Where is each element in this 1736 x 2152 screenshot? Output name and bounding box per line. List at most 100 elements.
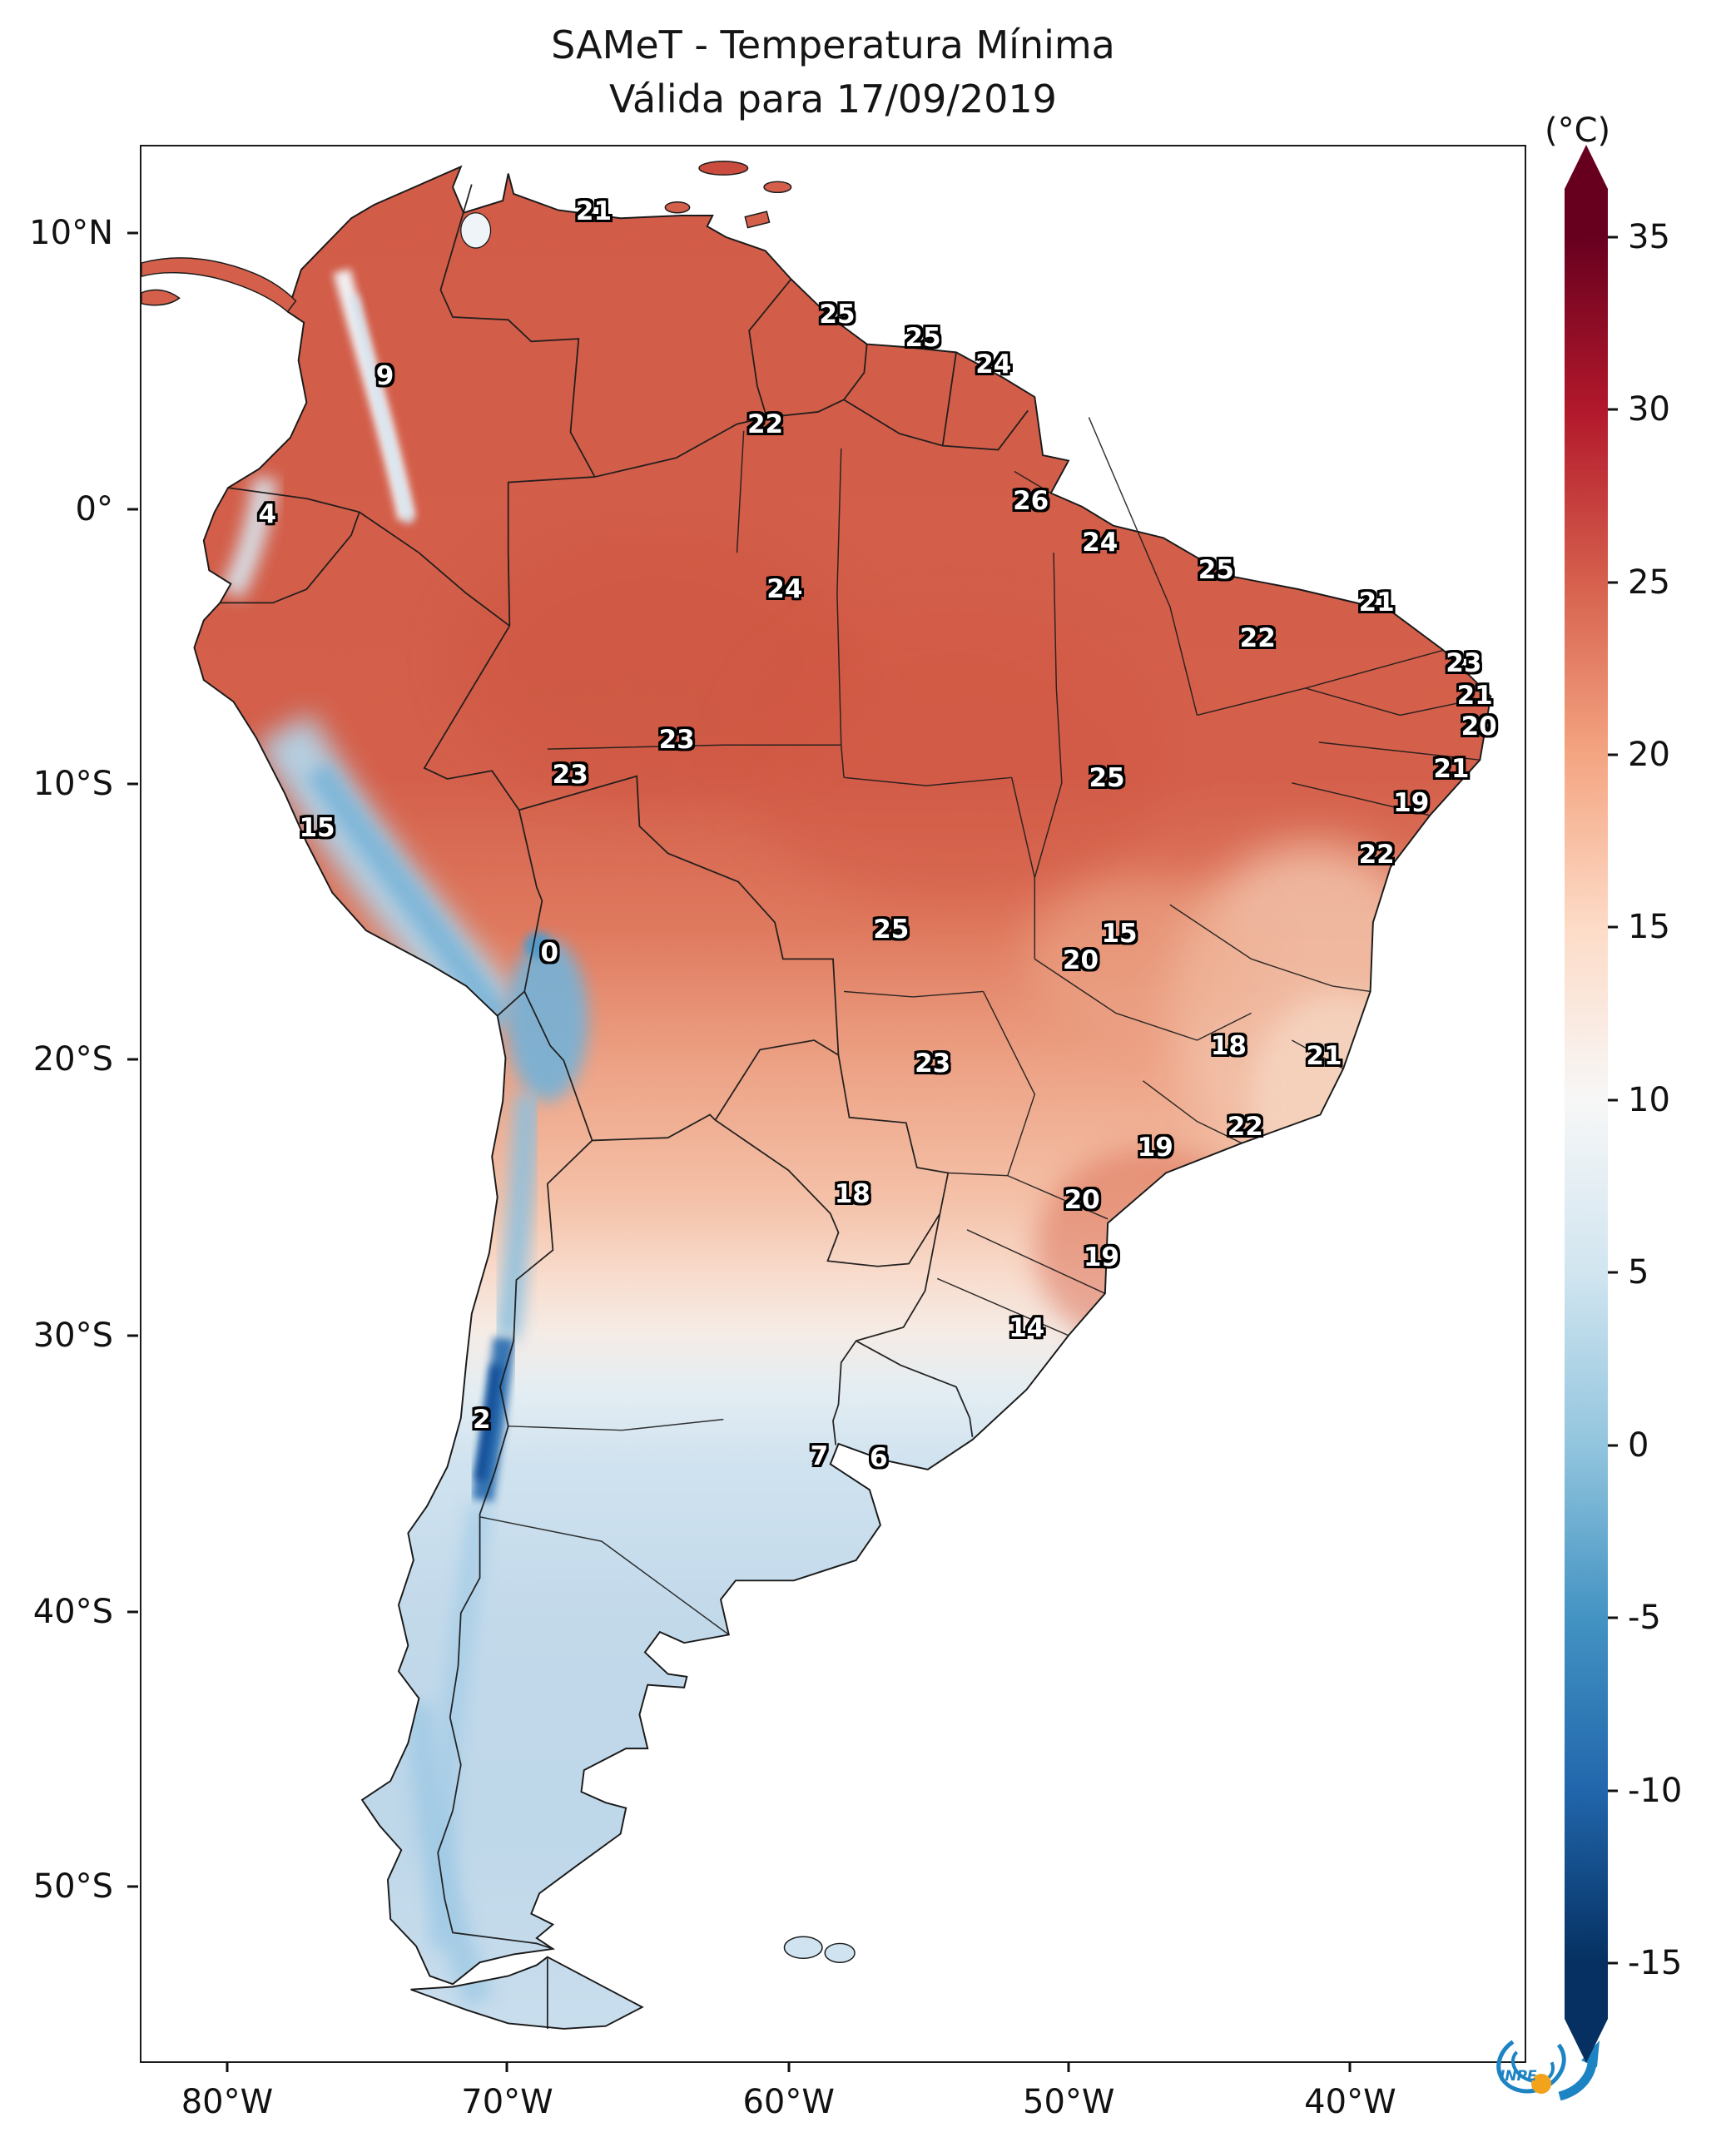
temp-label: 9 — [375, 361, 394, 392]
lat-tick-mark — [127, 782, 138, 786]
colorbar-tick-mark — [1608, 1271, 1618, 1274]
temp-label: 0 — [540, 937, 559, 968]
temp-label: 26 — [1013, 485, 1049, 516]
colorbar-tick-label: 10 — [1628, 1080, 1670, 1119]
lon-tick-mark — [787, 2061, 791, 2072]
temp-label: 25 — [819, 300, 856, 330]
lat-tick-mark — [127, 1334, 138, 1337]
colorbar-tick-label: 20 — [1628, 735, 1670, 774]
temp-label: 4 — [258, 498, 277, 529]
temp-label: 25 — [905, 323, 941, 354]
temp-label: 22 — [746, 409, 784, 439]
temp-label: 23 — [915, 1049, 951, 1079]
page-title: SAMeT - Temperatura Mínima — [551, 22, 1115, 67]
lon-tick-label: 70°W — [461, 2083, 553, 2121]
colorbar-tick-label: 30 — [1628, 390, 1670, 429]
colorbar-tick-mark — [1608, 753, 1618, 756]
lat-tick-label: 30°S — [32, 1316, 113, 1356]
lon-tick-mark — [226, 2061, 229, 2072]
temp-label: 21 — [1358, 587, 1395, 617]
temp-label: 23 — [1446, 648, 1482, 679]
lat-tick-mark — [127, 231, 138, 235]
lon-tick-mark — [505, 2061, 508, 2072]
lat-tick-mark — [127, 1610, 138, 1614]
colorbar-tick-mark — [1608, 581, 1618, 584]
inpe-logo: INPE — [1480, 2017, 1629, 2134]
longitude-axis: 80°W 70°W 60°W 50°W 40°W — [140, 2061, 1526, 2128]
colorbar-tick-mark — [1608, 925, 1618, 929]
colorbar-tick-label: -10 — [1628, 1771, 1683, 1810]
lat-tick-label: 50°S — [32, 1867, 113, 1906]
temp-label: 24 — [766, 573, 803, 604]
temp-label: 19 — [1393, 788, 1430, 819]
temp-label: 18 — [1210, 1031, 1247, 1062]
logo-swirl-inner — [1510, 2045, 1555, 2084]
lat-tick-mark — [127, 1058, 138, 1061]
coastline — [193, 165, 1492, 2030]
temp-label: 24 — [1082, 528, 1118, 558]
lat-tick-label: 10°N — [29, 214, 113, 253]
colorbar-tick-mark — [1608, 236, 1618, 239]
temp-label: 19 — [1137, 1133, 1173, 1163]
temp-label: 20 — [1461, 712, 1497, 742]
temperature-labels-layer: 21 25 25 24 9 22 26 4 24 25 24 21 22 23 21 20 23 21 23 25 19… — [141, 146, 1525, 2061]
lat-tick-mark — [127, 508, 138, 511]
colorbar-tick-label: 15 — [1628, 908, 1670, 947]
colorbar-tick-mark — [1608, 408, 1618, 411]
colorbar — [1565, 145, 1608, 2063]
lon-tick-label: 50°W — [1022, 2083, 1115, 2121]
lon-tick-label: 60°W — [742, 2083, 835, 2121]
temp-label: 21 — [1306, 1040, 1342, 1071]
colorbar-tick-mark — [1608, 1789, 1618, 1793]
south-america-map — [141, 161, 1492, 2030]
colorbar-tick-mark — [1608, 1444, 1618, 1447]
lon-tick-mark — [1348, 2061, 1352, 2072]
temp-label: 23 — [658, 725, 695, 756]
temp-label: 20 — [1062, 945, 1099, 975]
islands — [141, 161, 856, 1963]
lon-tick-label: 80°W — [181, 2083, 274, 2121]
temp-label: 6 — [870, 1443, 888, 1474]
map-plot-area: 21 25 25 24 9 22 26 4 24 25 24 21 22 23 21 20 23 21 23 25 19… — [140, 145, 1600, 2101]
page-subtitle: Válida para 17/09/2019 — [609, 77, 1057, 122]
colorbar-tick-label: 0 — [1628, 1426, 1649, 1465]
temp-label: 22 — [1358, 840, 1395, 870]
lat-tick-mark — [127, 1885, 138, 1888]
colorbar-tick-label: 25 — [1628, 563, 1670, 602]
colorbar-ticks: 35 30 25 20 15 10 5 0 -5 -10 -15 — [1565, 145, 1736, 2063]
temp-label: 25 — [1089, 763, 1125, 794]
lon-tick-label: 40°W — [1304, 2083, 1396, 2121]
state-borders — [479, 417, 1491, 1635]
temp-label: 15 — [1101, 918, 1138, 949]
figure-title: SAMeT - Temperatura Mínima Válida para 1… — [140, 18, 1526, 127]
temp-label: 23 — [552, 759, 588, 790]
lat-tick-label: 10°S — [32, 764, 113, 803]
logo-orange-dot — [1531, 2074, 1551, 2094]
lat-tick-label: 40°S — [32, 1593, 113, 1632]
country-borders — [220, 184, 1029, 2029]
latitude-axis: 10°N 0° 10°S 20°S 30°S 40°S 50°S — [0, 145, 138, 2063]
temp-label: 15 — [299, 813, 335, 844]
colorbar-gradient — [1565, 145, 1608, 2063]
colorbar-tick-label: 5 — [1628, 1253, 1649, 1292]
lat-tick-label: 0° — [75, 489, 113, 528]
logo-text: INPE — [1500, 2068, 1537, 2085]
lon-tick-mark — [1067, 2061, 1070, 2072]
colorbar-tick-label: 35 — [1628, 217, 1670, 256]
lat-tick-label: 20°S — [32, 1040, 113, 1079]
temp-label: 7 — [810, 1440, 829, 1471]
colorbar-tick-mark — [1608, 1616, 1618, 1619]
colorbar-unit-label: (°C) — [1545, 112, 1611, 150]
colorbar-tick-mark — [1608, 1098, 1618, 1102]
colorbar-tick-mark — [1608, 1961, 1618, 1965]
temp-label: 14 — [1009, 1312, 1045, 1343]
lakes — [460, 212, 492, 249]
temp-label: 25 — [873, 915, 910, 945]
colorbar-tick-label: -5 — [1628, 1599, 1661, 1638]
temp-label: 20 — [1064, 1184, 1100, 1215]
temp-label: 19 — [1083, 1242, 1119, 1272]
temp-label: 22 — [1227, 1112, 1263, 1143]
temp-label: 22 — [1239, 623, 1276, 654]
temp-label: 2 — [473, 1405, 491, 1435]
